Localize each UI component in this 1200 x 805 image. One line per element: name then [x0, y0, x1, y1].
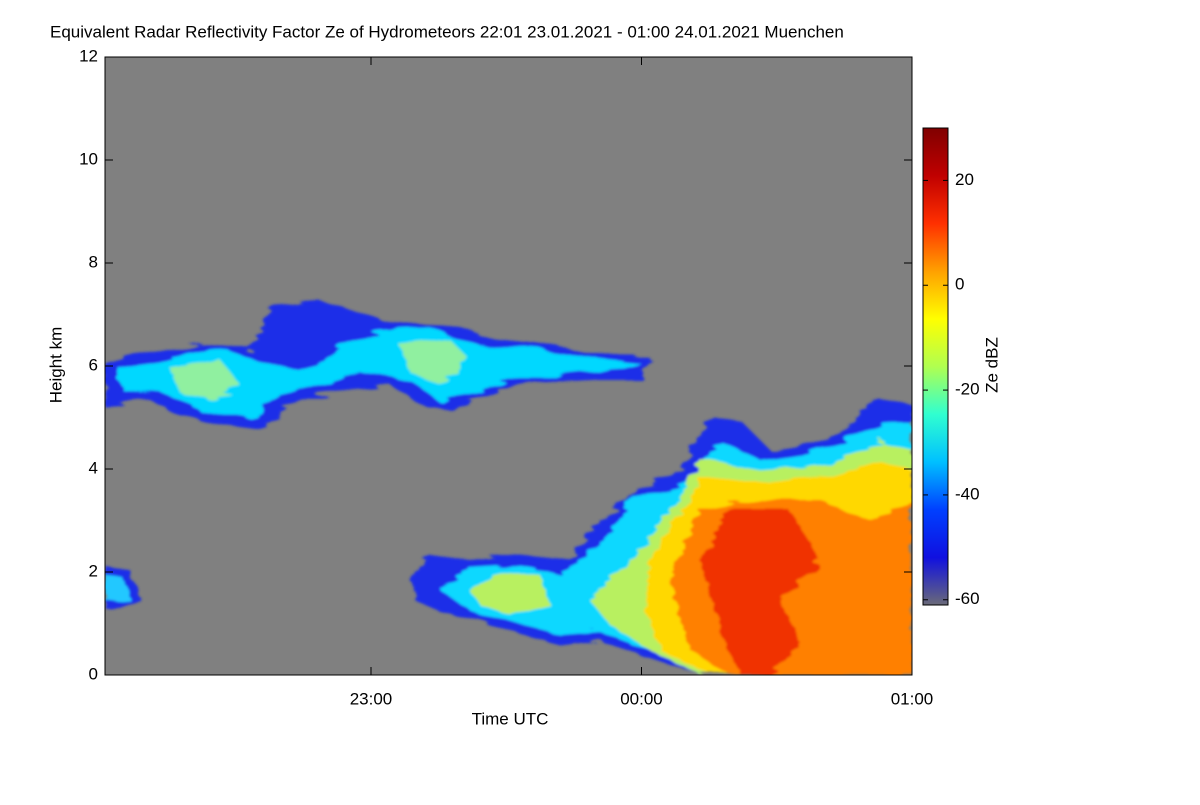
x-axis-label: Time UTC	[472, 709, 549, 728]
x-tick-label: 23:00	[350, 689, 393, 708]
echo	[170, 340, 470, 398]
echo	[105, 575, 128, 600]
echo	[700, 510, 820, 675]
x-tick-label: 01:00	[891, 689, 934, 708]
colorbar-tick-label: -60	[955, 589, 980, 608]
y-tick-label: 4	[89, 458, 98, 477]
colorbar-tick-label: -20	[955, 380, 980, 399]
radar-echoes	[105, 302, 912, 675]
y-tick-label: 8	[89, 252, 98, 271]
y-tick-label: 10	[79, 149, 98, 168]
y-tick-label: 0	[89, 664, 98, 683]
y-tick-label: 2	[89, 561, 98, 580]
y-tick-label: 12	[79, 46, 98, 65]
colorbar-tick-label: -40	[955, 484, 980, 503]
colorbar-tick-label: 20	[955, 170, 974, 189]
y-axis-label: Height km	[46, 327, 65, 404]
x-tick-label: 00:00	[620, 689, 663, 708]
chart-title: Equivalent Radar Reflectivity Factor Ze …	[50, 22, 844, 41]
colorbar	[922, 127, 949, 606]
colorbar-label: Ze dBZ	[982, 337, 1001, 393]
colorbar-tick-label: 0	[955, 275, 964, 294]
echo	[120, 328, 640, 418]
y-tick-label: 6	[89, 355, 98, 374]
